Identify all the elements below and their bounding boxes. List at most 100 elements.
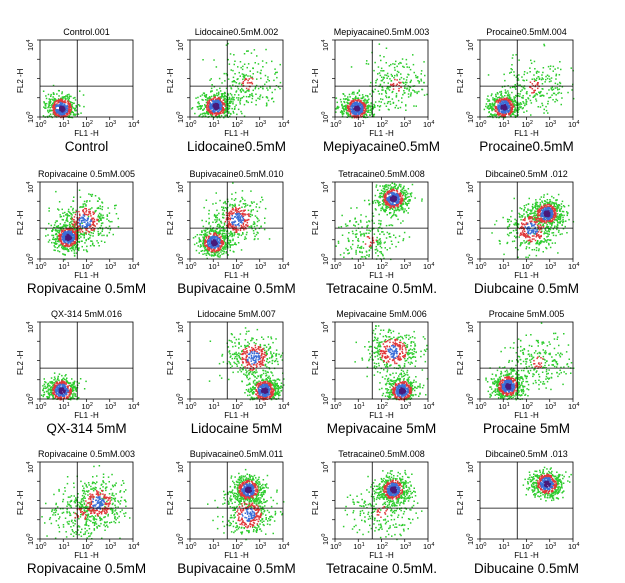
event-point bbox=[531, 88, 534, 90]
event-point bbox=[66, 110, 69, 112]
event-point bbox=[523, 87, 526, 90]
tick-base: 10 bbox=[176, 114, 185, 123]
event-point bbox=[379, 204, 381, 206]
event-point bbox=[385, 47, 388, 49]
event-point bbox=[201, 113, 204, 115]
event-point bbox=[515, 94, 517, 97]
event-point bbox=[220, 110, 223, 112]
tick-exponent: 0 bbox=[26, 253, 32, 257]
event-point bbox=[225, 95, 227, 98]
event-point bbox=[52, 99, 54, 101]
event-point bbox=[399, 205, 402, 207]
event-point bbox=[216, 98, 219, 100]
event-point bbox=[58, 229, 60, 232]
event-point bbox=[223, 251, 225, 253]
event-point bbox=[537, 106, 539, 108]
event-point bbox=[244, 203, 246, 205]
event-point bbox=[342, 107, 345, 110]
event-point bbox=[247, 209, 250, 212]
event-point bbox=[256, 220, 259, 223]
event-point bbox=[54, 221, 57, 224]
tick-exponent: 3 bbox=[263, 262, 267, 268]
event-point bbox=[351, 100, 353, 103]
event-point bbox=[240, 97, 242, 100]
event-point bbox=[275, 85, 278, 87]
event-point bbox=[61, 208, 63, 211]
event-point bbox=[404, 201, 407, 204]
event-point bbox=[267, 99, 270, 102]
event-point bbox=[530, 114, 532, 116]
event-point bbox=[82, 206, 84, 208]
event-point bbox=[493, 98, 496, 100]
event-point bbox=[211, 228, 214, 230]
event-point bbox=[346, 109, 349, 112]
event-point bbox=[361, 97, 364, 100]
event-point bbox=[85, 209, 88, 212]
event-point bbox=[392, 101, 395, 104]
event-point bbox=[351, 108, 353, 111]
event-point bbox=[501, 112, 503, 115]
event-point bbox=[532, 96, 534, 98]
event-point bbox=[279, 63, 281, 66]
event-point bbox=[352, 100, 355, 102]
event-point bbox=[72, 234, 74, 236]
event-point bbox=[71, 242, 73, 244]
event-point bbox=[366, 225, 368, 227]
event-point bbox=[52, 228, 54, 231]
event-point bbox=[503, 97, 506, 100]
event-point bbox=[229, 249, 231, 252]
event-point bbox=[74, 96, 76, 99]
event-point bbox=[510, 99, 512, 102]
event-point bbox=[57, 89, 60, 92]
event-point bbox=[534, 68, 536, 70]
event-point bbox=[49, 107, 51, 109]
event-point bbox=[203, 242, 206, 245]
event-point bbox=[408, 74, 410, 76]
event-point bbox=[403, 78, 405, 80]
event-point bbox=[350, 66, 353, 68]
event-point bbox=[60, 116, 62, 119]
event-point bbox=[78, 104, 80, 106]
event-point bbox=[401, 58, 404, 60]
event-point bbox=[206, 112, 209, 115]
event-point bbox=[500, 93, 502, 95]
event-point bbox=[225, 111, 227, 113]
event-point bbox=[552, 65, 555, 68]
event-point bbox=[339, 111, 342, 113]
event-point bbox=[239, 228, 242, 230]
event-point bbox=[497, 112, 499, 115]
event-point bbox=[235, 229, 237, 232]
event-point bbox=[360, 221, 362, 223]
x-tick-label: 102 bbox=[377, 120, 388, 129]
event-point bbox=[385, 184, 388, 186]
event-point bbox=[234, 204, 236, 207]
event-point bbox=[392, 82, 395, 85]
event-point bbox=[86, 225, 88, 227]
event-point bbox=[227, 236, 230, 238]
event-point bbox=[223, 246, 225, 248]
event-point bbox=[500, 94, 502, 96]
event-point bbox=[344, 223, 347, 225]
event-point bbox=[211, 84, 213, 86]
event-point bbox=[344, 95, 346, 97]
event-point bbox=[510, 114, 512, 117]
event-point bbox=[203, 241, 205, 243]
event-point bbox=[225, 252, 228, 254]
event-point bbox=[394, 209, 397, 211]
event-point bbox=[555, 94, 557, 96]
event-point bbox=[403, 200, 405, 202]
event-point bbox=[232, 244, 234, 246]
event-point bbox=[84, 226, 86, 229]
event-point bbox=[239, 229, 242, 232]
event-point bbox=[512, 104, 515, 106]
event-point bbox=[487, 74, 490, 76]
event-point bbox=[204, 104, 206, 106]
tick-base: 10 bbox=[353, 120, 362, 129]
event-point bbox=[491, 109, 494, 111]
y-tick-label: 100 bbox=[26, 253, 35, 265]
scatter-plot bbox=[332, 39, 429, 120]
event-point bbox=[507, 109, 509, 112]
event-point bbox=[56, 110, 58, 112]
event-point bbox=[228, 211, 231, 214]
event-point bbox=[508, 106, 511, 108]
